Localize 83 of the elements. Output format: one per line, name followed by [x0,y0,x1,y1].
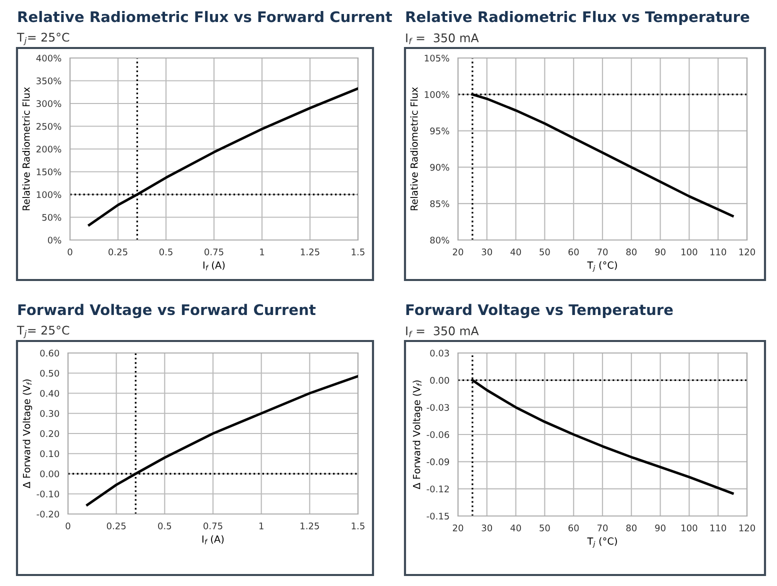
chart-subtitle: T$_{j}$= 25°C [16,326,70,338]
x-tick-label: 50 [540,248,550,256]
x-tick-label: 70 [597,524,608,532]
y-tick-label: -0.12 [426,486,449,492]
chart-title: Relative Radiometric Flux vs Forward Current [18,10,392,22]
x-tick-label: 20 [452,524,464,532]
x-tick-label: 120 [739,524,756,532]
y-tick-label: 100% [424,91,450,98]
x-tick-label: 80 [626,524,637,532]
x-axis-title: T$_{j}$ (°C) [587,537,617,548]
x-tick-label: 30 [482,524,492,532]
x-tick-label: 0.75 [204,522,222,530]
x-tick-label: 1 [259,522,264,530]
x-tick-label: 0 [66,522,70,530]
x-axis-title: T$_{j}$ (°C) [587,261,617,272]
y-tick-label: 0.60 [40,350,60,357]
y-axis-title: Relative Radiometric Flux [22,87,30,210]
x-axis-title: I$_{f}$ (A) [203,261,225,270]
x-tick-label: 0.5 [159,248,172,256]
chart-title: Forward Voltage vs Temperature [406,304,673,318]
y-tick-label: 200% [36,146,62,153]
y-tick-label: 250% [36,122,62,130]
x-tick-label: 1.5 [352,522,364,530]
x-tick-label: 90 [655,248,666,256]
y-tick-label: 90% [430,164,450,171]
x-axis-title: I$_{f}$ (A) [202,535,224,544]
y-tick-label: 0.30 [40,410,60,417]
y-axis-title: Relative Radiometric Flux [410,87,418,210]
x-tick-label: 120 [739,248,756,256]
x-tick-label: 0.75 [204,248,224,256]
x-tick-label: 0.25 [108,248,128,256]
y-tick-label: 0.10 [40,450,60,458]
chart-subtitle: T$_{j}$= 25°C [16,32,70,46]
x-tick-label: 30 [482,248,492,256]
y-tick-label: 105% [424,54,450,62]
x-tick-label: 40 [510,524,521,532]
x-tick-label: 0.5 [158,522,172,530]
y-tick-label: 150% [36,168,62,176]
y-tick-label: -0.15 [426,512,449,520]
x-tick-label: 90 [655,524,666,532]
x-tick-label: 100 [682,248,698,256]
x-tick-label: 1.25 [300,522,319,530]
y-tick-label: 80% [430,236,450,244]
y-tick-label: 50% [42,214,62,221]
y-tick-label: 0.20 [40,430,60,438]
y-tick-label: 95% [430,128,450,134]
chart-title: Forward Voltage vs Forward Current [18,304,316,318]
x-tick-label: 0.25 [106,522,126,530]
y-tick-label: -0.06 [426,431,450,438]
y-tick-label: 100% [36,191,62,198]
chart-title: Relative Radiometric Flux vs Temperature [406,10,750,26]
x-tick-label: 110 [710,524,726,532]
chart-subtitle: I$_{f}$ = 350 mA [406,326,479,338]
x-tick-label: 1 [260,248,264,256]
x-tick-label: 60 [568,524,579,532]
y-tick-label: 0.50 [40,370,60,377]
y-tick-label: 0.40 [40,390,60,397]
x-tick-label: 110 [710,248,726,256]
y-tick-label: 400% [36,54,62,62]
y-tick-label: 0.03 [430,350,449,357]
x-tick-label: 100 [682,524,698,532]
y-tick-label: -0.20 [36,510,60,518]
x-tick-label: 1.5 [352,248,364,256]
y-tick-label: 350% [36,77,62,84]
y-tick-label: -0.09 [426,458,450,466]
y-axis-title: Δ Forward Voltage (V$_{f}$) [22,379,32,488]
y-tick-label: 0.00 [40,470,60,478]
x-tick-label: 1.25 [300,248,320,256]
x-tick-label: 20 [452,248,464,256]
y-tick-label: -0.03 [426,404,449,411]
x-tick-label: 0 [68,248,72,256]
x-tick-label: 80 [626,248,637,256]
y-tick-label: 0.00 [430,376,450,384]
x-tick-label: 70 [597,248,608,256]
x-tick-label: 50 [540,524,550,532]
y-tick-label: 85% [430,200,450,208]
x-tick-label: 40 [510,248,521,256]
x-tick-label: 60 [568,248,579,256]
y-tick-label: -0.10 [36,490,60,498]
y-tick-label: 300% [36,100,62,108]
y-axis-title: Δ Forward Voltage (V$_{f}$) [412,380,422,490]
chart-subtitle: I$_{f}$ = 350 mA [406,33,479,44]
y-tick-label: 0% [48,236,62,244]
